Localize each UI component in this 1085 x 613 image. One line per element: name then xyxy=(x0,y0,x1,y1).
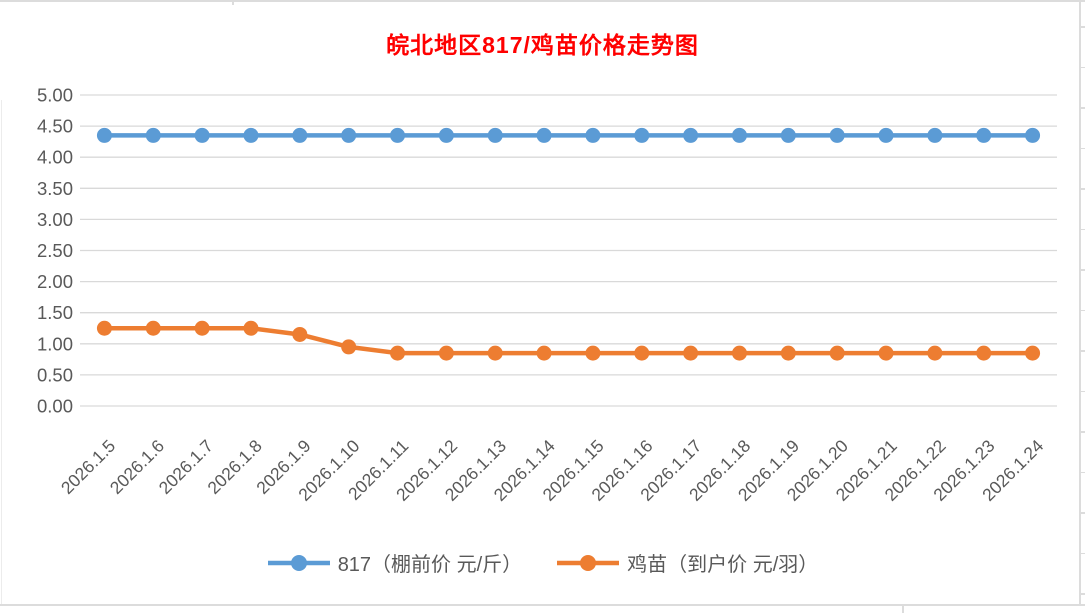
sheet-column-border-left xyxy=(1,100,2,604)
data-point-marker xyxy=(829,127,845,143)
data-point-marker xyxy=(829,345,845,361)
data-point-marker xyxy=(341,127,357,143)
data-point-marker xyxy=(1025,345,1041,361)
sheet-row-border-top xyxy=(0,0,1085,2)
sheet-row-border-bottom xyxy=(0,604,1085,606)
sheet-row-border-stub xyxy=(1081,228,1085,230)
y-axis-tick-label: 2.50 xyxy=(37,240,73,261)
sheet-row-border-stub xyxy=(1081,188,1085,190)
series-line-1 xyxy=(102,326,1035,356)
y-axis-tick-label: 2.00 xyxy=(37,271,73,292)
data-point-marker xyxy=(292,127,308,143)
legend-item-jimiao: 鸡苗（到户价 元/羽） xyxy=(556,548,818,577)
sheet-row-border-stub xyxy=(1081,471,1085,473)
data-point-marker xyxy=(438,345,454,361)
data-point-marker xyxy=(96,127,112,143)
data-point-marker xyxy=(341,339,357,355)
legend-item-817: 817（棚前价 元/斤） xyxy=(267,548,522,577)
data-point-marker xyxy=(390,345,406,361)
data-point-marker xyxy=(585,127,601,143)
y-axis-tick-label: 3.00 xyxy=(37,209,73,230)
data-point-marker xyxy=(487,345,503,361)
sheet-row-border-stub xyxy=(1081,107,1085,109)
sheet-column-border-stub-top xyxy=(232,0,234,5)
data-point-marker xyxy=(194,127,210,143)
sheet-column-border-stub-bottom xyxy=(902,606,904,613)
data-point-marker xyxy=(731,127,747,143)
data-point-marker xyxy=(438,127,454,143)
sheet-row-border-stub xyxy=(1081,269,1085,271)
y-axis-tick-label: 5.00 xyxy=(37,85,73,106)
data-point-marker xyxy=(585,345,601,361)
data-point-marker xyxy=(145,320,161,336)
sheet-row-border-stub xyxy=(1081,309,1085,311)
data-point-marker xyxy=(927,345,943,361)
sheet-column-border-right xyxy=(1079,2,1081,605)
sheet-row-border-stub xyxy=(1081,147,1085,149)
y-axis-tick-label: 4.50 xyxy=(37,116,73,137)
data-point-marker xyxy=(390,127,406,143)
y-axis-tick-label: 3.50 xyxy=(37,178,73,199)
data-point-marker xyxy=(780,127,796,143)
sheet-row-border-stub xyxy=(1081,593,1085,595)
data-point-marker xyxy=(976,127,992,143)
data-point-marker xyxy=(878,127,894,143)
y-axis-tick-label: 1.50 xyxy=(37,302,73,323)
sheet-row-border-stub xyxy=(1081,390,1085,392)
data-point-marker xyxy=(878,345,894,361)
data-point-marker xyxy=(683,127,699,143)
data-point-marker xyxy=(243,127,259,143)
sheet-row-border-stub xyxy=(1081,552,1085,554)
data-point-marker xyxy=(1025,127,1041,143)
data-point-marker xyxy=(243,320,259,336)
sheet-row-border-stub xyxy=(1081,26,1085,28)
data-point-marker xyxy=(634,127,650,143)
legend-label-817: 817（棚前价 元/斤） xyxy=(337,554,523,576)
legend-label-jimiao: 鸡苗（到户价 元/羽） xyxy=(627,554,819,576)
chart-title: 皖北地区817/鸡苗价格走势图 xyxy=(386,32,699,58)
data-point-marker xyxy=(536,127,552,143)
legend-marker-817-icon xyxy=(267,554,330,571)
data-point-marker xyxy=(634,345,650,361)
data-point-marker xyxy=(683,345,699,361)
data-point-marker xyxy=(487,127,503,143)
data-point-marker xyxy=(536,345,552,361)
data-point-marker xyxy=(145,127,161,143)
data-point-marker xyxy=(96,320,112,336)
y-axis-tick-label: 4.00 xyxy=(37,147,73,168)
y-axis-tick-label: 0.50 xyxy=(37,364,73,385)
data-point-marker xyxy=(927,127,943,143)
sheet-row-border-stub xyxy=(1081,350,1085,352)
data-point-marker xyxy=(731,345,747,361)
y-axis-tick-label: 1.00 xyxy=(37,333,73,354)
sheet-row-border-stub xyxy=(1081,431,1085,433)
data-point-marker xyxy=(780,345,796,361)
sheet-row-border-stub xyxy=(1081,512,1085,514)
data-point-marker xyxy=(292,326,308,342)
data-point-marker xyxy=(976,345,992,361)
legend-marker-jimiao-icon xyxy=(557,554,620,571)
sheet-row-border-stub xyxy=(1081,66,1085,68)
y-axis-tick-label: 0.00 xyxy=(37,396,73,417)
data-point-marker xyxy=(194,320,210,336)
chart-legend: 817（棚前价 元/斤） 鸡苗（到户价 元/羽） xyxy=(0,548,1085,577)
